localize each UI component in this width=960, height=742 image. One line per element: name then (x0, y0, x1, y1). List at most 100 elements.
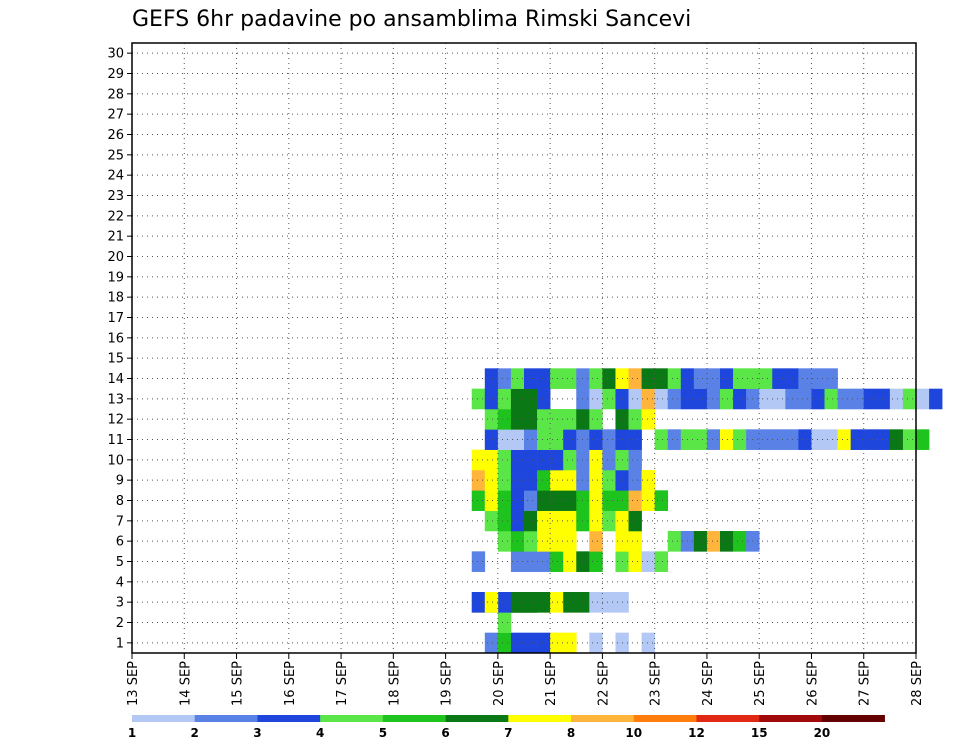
heatmap-cell (550, 632, 564, 654)
heatmap-cell (720, 429, 734, 450)
heatmap-cell (550, 531, 564, 552)
heatmap-cell (863, 429, 878, 450)
heatmap-cell (889, 388, 904, 410)
y-tick-label: 4 (116, 575, 124, 590)
heatmap-cell (589, 632, 603, 654)
heatmap-cell (471, 490, 486, 511)
colorbar-label: 12 (688, 726, 705, 740)
heatmap-cell (563, 510, 577, 532)
heatmap-cell (484, 429, 499, 450)
colorbar-segment (759, 715, 823, 722)
heatmap-cell (902, 388, 917, 410)
y-tick-label: 18 (107, 291, 124, 306)
heatmap-cell (497, 510, 512, 532)
heatmap-cell (720, 531, 734, 552)
heatmap-cell (537, 429, 551, 450)
heatmap-cell (733, 368, 747, 389)
heatmap-cell (589, 409, 603, 430)
heatmap-cell (484, 368, 499, 389)
heatmap-cell (929, 388, 943, 410)
heatmap-cell (641, 409, 655, 430)
heatmap-cell (641, 551, 655, 572)
colorbar-label: 2 (191, 726, 199, 740)
heatmap-cell (641, 490, 655, 511)
x-tick-label: 25 SEP (753, 661, 768, 706)
y-tick-label: 24 (107, 169, 124, 184)
colorbar-segment (571, 715, 635, 722)
heatmap-cell (667, 429, 682, 450)
heatmap-cell (484, 632, 499, 654)
heatmap-cell (497, 409, 512, 430)
y-tick-label: 11 (107, 433, 124, 448)
heatmap-cell (693, 531, 708, 552)
heatmap-cell (563, 632, 577, 654)
heatmap-cell (916, 388, 930, 410)
heatmap-cell (628, 551, 642, 572)
heatmap-cell (811, 429, 825, 450)
heatmap-cell (902, 429, 917, 450)
heatmap-cell (497, 490, 512, 511)
heatmap-cell (706, 388, 721, 410)
colorbar-label: 3 (253, 726, 261, 740)
x-tick-label: 15 SEP (231, 661, 246, 706)
x-tick-label: 13 SEP (126, 661, 141, 706)
heatmap-cell (550, 409, 564, 430)
heatmap-cell (720, 388, 734, 410)
x-tick-label: 27 SEP (858, 661, 873, 706)
x-tick-label: 14 SEP (178, 661, 193, 706)
heatmap-cell (798, 368, 812, 389)
heatmap-cell (654, 551, 669, 572)
heatmap-cell (497, 429, 512, 450)
x-tick-label: 18 SEP (387, 661, 402, 706)
x-tick-label: 22 SEP (596, 661, 611, 706)
heatmap-cell (484, 490, 499, 511)
heatmap-cell (550, 470, 564, 491)
grid-lines (132, 43, 916, 653)
heatmap-cell (654, 388, 669, 410)
x-tick-label: 26 SEP (805, 661, 820, 706)
heatmap-cell (537, 490, 551, 511)
heatmap-cell (497, 388, 512, 410)
heatmap-cell (811, 368, 825, 389)
heatmap-cell (550, 368, 564, 389)
heatmap-cell (667, 388, 682, 410)
heatmap-cell (628, 470, 642, 491)
heatmap-cell (628, 409, 642, 430)
heatmap-cell (497, 368, 512, 389)
heatmap-cell (654, 429, 669, 450)
heatmap-cell (693, 388, 708, 410)
heatmap-cell (589, 429, 603, 450)
heatmap-cell (524, 510, 538, 532)
heatmap-cell (497, 612, 512, 633)
y-tick-label: 2 (116, 616, 124, 631)
heatmap-cell (602, 368, 616, 389)
heatmap-cell (733, 388, 747, 410)
heatmap-cell (537, 470, 551, 491)
heatmap-cell (628, 368, 642, 389)
x-tick-label: 20 SEP (492, 661, 507, 706)
y-tick-label: 27 (107, 108, 124, 123)
heatmap-cell (484, 592, 499, 613)
heatmap-cell (497, 531, 512, 552)
colorbar-segment (320, 715, 384, 722)
heatmap-cell (876, 429, 891, 450)
heatmap-cell (484, 510, 499, 532)
heatmap-cell (706, 531, 721, 552)
x-tick-label: 17 SEP (335, 661, 350, 706)
y-tick-label: 23 (107, 189, 124, 204)
heatmap-cell (863, 388, 878, 410)
colorbar-segment (508, 715, 572, 722)
colorbar-label: 20 (814, 726, 831, 740)
heatmap-cell (537, 551, 551, 572)
heatmap-cell (837, 388, 851, 410)
heatmap-cell (654, 368, 669, 389)
y-tick-label: 20 (107, 250, 124, 265)
heatmap-cell (798, 388, 812, 410)
y-tick-label: 10 (107, 453, 124, 468)
heatmap-cell (641, 470, 655, 491)
heatmap-cell (524, 632, 538, 654)
heatmap-cell (693, 429, 708, 450)
heatmap-cell (524, 388, 538, 410)
heatmap-cell (733, 531, 747, 552)
heatmap-cell (524, 449, 538, 471)
